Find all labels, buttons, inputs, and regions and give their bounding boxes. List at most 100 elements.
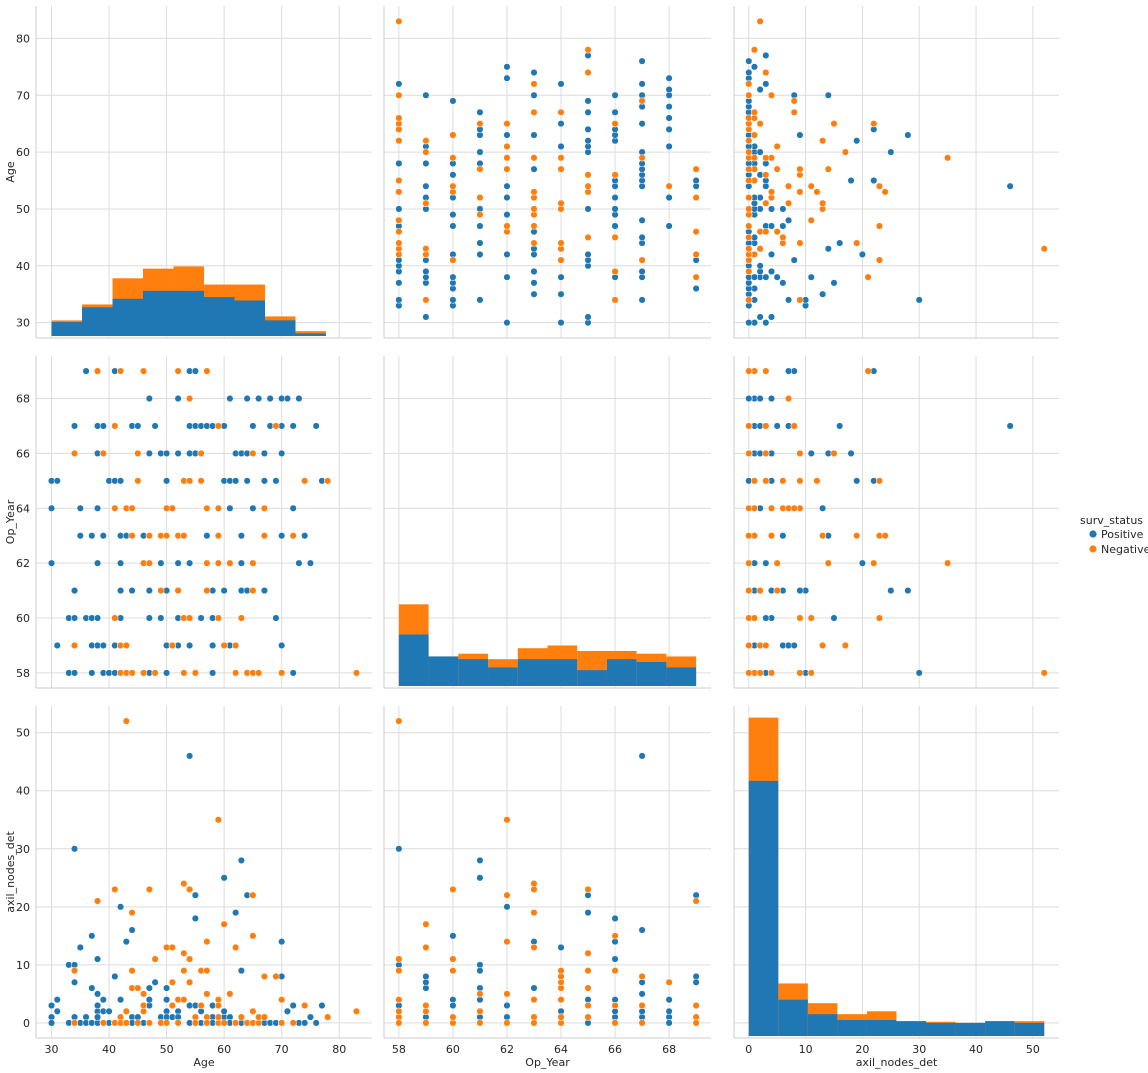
- point-positive: [117, 477, 125, 485]
- point-negative: [503, 990, 511, 998]
- point-negative: [557, 256, 565, 264]
- point-positive: [503, 273, 511, 281]
- point-negative: [773, 228, 781, 236]
- x-tick-label: 50: [160, 1043, 174, 1056]
- point-positive: [638, 990, 646, 998]
- point-negative: [289, 532, 297, 540]
- point-negative: [819, 532, 827, 540]
- point-positive: [422, 313, 430, 321]
- point-negative: [745, 205, 753, 213]
- point-positive: [847, 449, 855, 457]
- point-positive: [94, 955, 102, 963]
- point-positive: [197, 614, 205, 622]
- point-negative: [324, 1013, 332, 1021]
- point-positive: [665, 103, 673, 111]
- y-tick-label: 60: [16, 146, 30, 159]
- point-positive: [836, 239, 844, 247]
- point-positive: [134, 422, 142, 430]
- point-negative: [762, 228, 770, 236]
- point-negative: [530, 205, 538, 213]
- point-positive: [887, 587, 895, 595]
- point-negative: [584, 1001, 592, 1010]
- hist-bar-positive: [488, 667, 518, 686]
- point-positive: [790, 256, 798, 264]
- point-negative: [530, 188, 538, 196]
- point-negative: [395, 17, 403, 25]
- point-negative: [611, 267, 619, 276]
- hist-bar-positive: [606, 659, 637, 686]
- x-axis-label: axil_nodes_det: [856, 1056, 938, 1069]
- point-positive: [638, 57, 646, 65]
- point-negative: [530, 943, 538, 952]
- point-positive: [449, 222, 457, 230]
- point-positive: [830, 614, 838, 622]
- point-negative: [140, 990, 148, 998]
- point-negative: [203, 504, 211, 512]
- point-positive: [665, 74, 673, 82]
- point-negative: [352, 1007, 361, 1015]
- point-negative: [476, 211, 484, 219]
- point-positive: [796, 587, 804, 595]
- point-positive: [824, 91, 832, 99]
- point-negative: [476, 165, 484, 173]
- point-positive: [611, 205, 619, 213]
- point-negative: [214, 422, 222, 430]
- y-axis-label: Op_Year: [4, 499, 17, 544]
- point-negative: [186, 885, 194, 893]
- point-negative: [180, 996, 188, 1004]
- y-tick-label: 80: [16, 32, 30, 45]
- point-negative: [395, 996, 403, 1004]
- point-positive: [779, 532, 787, 540]
- point-negative: [875, 182, 884, 190]
- point-negative: [111, 614, 119, 622]
- point-negative: [557, 972, 565, 981]
- point-positive: [157, 559, 165, 567]
- point-positive: [226, 504, 234, 512]
- point-positive: [278, 641, 286, 650]
- point-negative: [870, 559, 878, 567]
- point-negative: [203, 367, 211, 375]
- point-positive: [422, 182, 430, 190]
- point-negative: [70, 641, 79, 650]
- point-negative: [232, 943, 240, 952]
- point-negative: [99, 1019, 107, 1027]
- point-negative: [220, 920, 228, 928]
- point-negative: [611, 296, 619, 304]
- y-tick-label: 68: [16, 393, 30, 406]
- point-positive: [117, 587, 125, 595]
- point-positive: [819, 504, 827, 512]
- point-positive: [249, 504, 257, 512]
- point-negative: [134, 984, 142, 992]
- point-positive: [128, 926, 136, 934]
- point-negative: [395, 137, 403, 145]
- point-positive: [665, 1019, 673, 1027]
- x-tick-label: 10: [799, 1043, 813, 1056]
- hist-bar-positive: [82, 307, 113, 336]
- point-negative: [530, 880, 538, 888]
- point-negative: [875, 614, 884, 622]
- point-negative: [140, 367, 148, 375]
- point-positive: [88, 932, 96, 940]
- point-positive: [145, 996, 153, 1004]
- point-positive: [289, 1001, 297, 1010]
- point-positive: [530, 267, 538, 276]
- point-positive: [422, 267, 430, 276]
- point-positive: [449, 932, 457, 940]
- point-positive: [779, 222, 787, 230]
- point-negative: [530, 222, 538, 230]
- point-positive: [584, 97, 592, 105]
- point-positive: [665, 142, 673, 150]
- point-negative: [232, 1019, 240, 1027]
- point-positive: [191, 914, 199, 922]
- hist-bar-positive: [428, 656, 459, 686]
- point-negative: [745, 532, 753, 540]
- point-positive: [584, 125, 592, 133]
- point-negative: [422, 199, 430, 207]
- point-negative: [395, 188, 403, 196]
- point-negative: [174, 1019, 182, 1027]
- point-negative: [756, 245, 764, 253]
- point-positive: [70, 422, 79, 430]
- y-tick-label: 30: [16, 317, 30, 330]
- point-negative: [790, 422, 798, 430]
- point-positive: [278, 449, 286, 457]
